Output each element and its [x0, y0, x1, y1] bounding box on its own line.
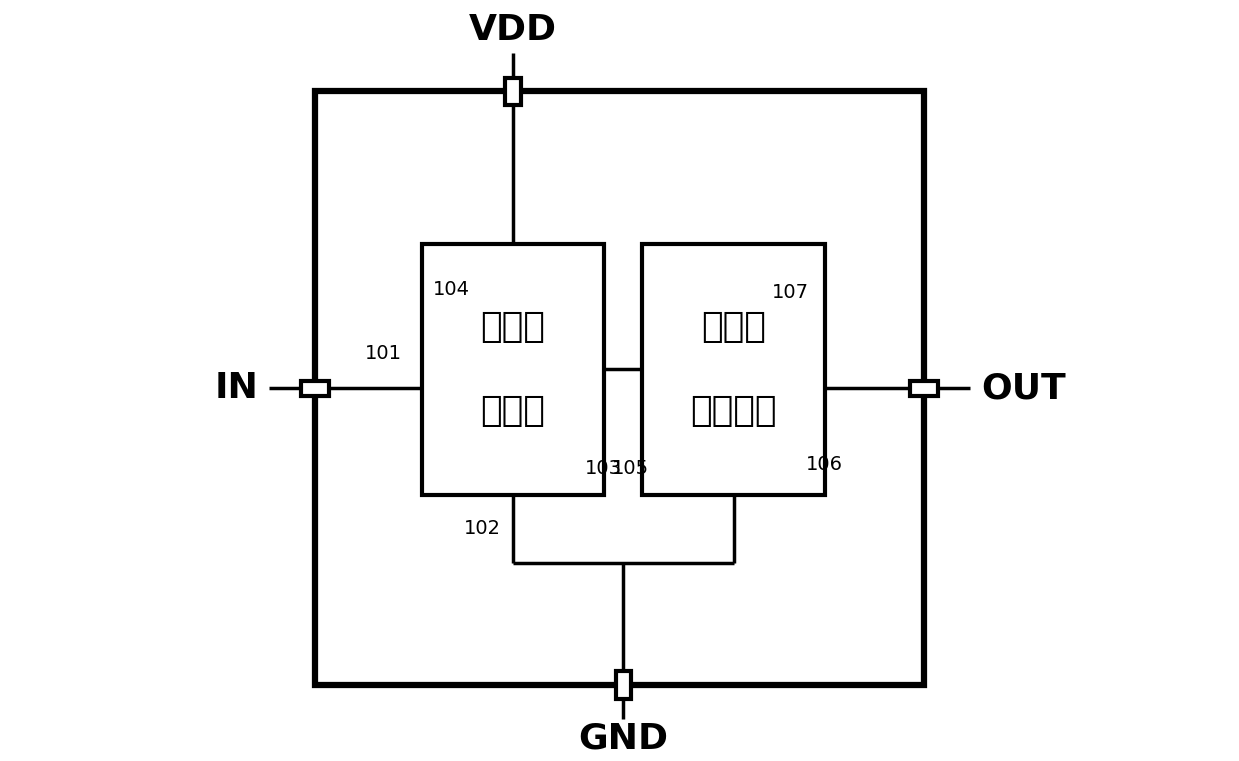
Text: OUT: OUT	[981, 371, 1066, 405]
Text: 101: 101	[364, 345, 401, 363]
Text: 102: 102	[463, 520, 501, 538]
Text: 107: 107	[772, 284, 809, 302]
Bar	[616, 671, 631, 699]
Text: 器件开关: 器件开关	[690, 394, 777, 428]
Text: VDD: VDD	[468, 13, 558, 47]
Bar	[642, 244, 825, 495]
Bar	[315, 91, 924, 685]
Text: 103: 103	[585, 459, 622, 477]
Text: GND: GND	[579, 721, 668, 756]
Text: 存储器: 存储器	[481, 394, 545, 428]
Bar	[421, 244, 605, 495]
Text: IN: IN	[214, 371, 258, 405]
Text: 半导体: 半导体	[701, 310, 766, 344]
Text: 可编程: 可编程	[481, 310, 545, 344]
Text: 106: 106	[805, 455, 843, 473]
Bar	[506, 78, 520, 105]
Text: 105: 105	[612, 459, 649, 477]
Bar	[911, 380, 938, 396]
Text: 104: 104	[434, 280, 470, 298]
Bar	[301, 380, 328, 396]
